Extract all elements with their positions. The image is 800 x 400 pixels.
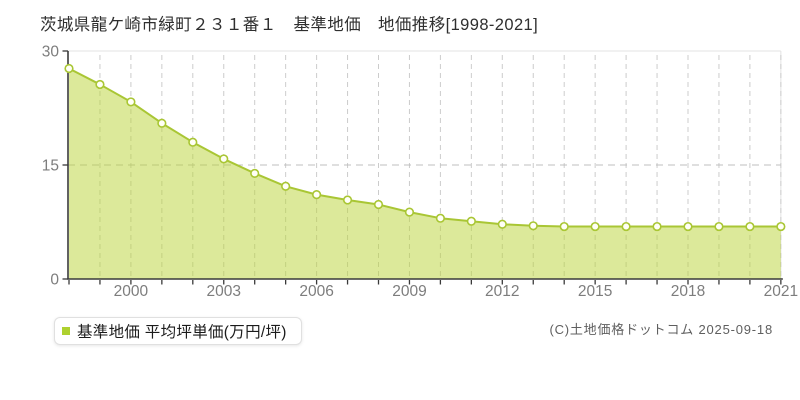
data-point-marker-2000 xyxy=(126,97,136,107)
data-point-marker-1998 xyxy=(64,63,74,74)
data-point-marker-2018 xyxy=(683,221,693,232)
y-axis-label-15: 15 xyxy=(42,158,59,175)
data-point-marker-2019 xyxy=(714,221,724,232)
price-area xyxy=(69,68,781,279)
data-point-marker-2020 xyxy=(745,221,755,232)
x-axis-label-2015: 2015 xyxy=(578,283,612,300)
data-point-marker-2014 xyxy=(559,221,569,232)
x-axis-label-2006: 2006 xyxy=(299,283,333,300)
y-axis-label-30: 30 xyxy=(42,44,60,61)
x-axis-label-2009: 2009 xyxy=(392,283,426,300)
legend-label: 基準地価 平均坪単価(万円/坪) xyxy=(77,324,287,341)
legend-marker-icon xyxy=(62,327,70,335)
data-point-marker-2006 xyxy=(312,190,322,200)
data-point-marker-2016 xyxy=(621,221,631,232)
data-point-marker-2003 xyxy=(219,154,229,164)
data-point-marker-2011 xyxy=(466,216,476,226)
y-axis-label-0: 0 xyxy=(50,272,59,289)
x-axis-label-2000: 2000 xyxy=(114,283,149,300)
x-axis-label-2003: 2003 xyxy=(207,283,241,300)
data-point-marker-2021 xyxy=(776,221,786,232)
data-point-marker-2009 xyxy=(404,207,415,217)
x-axis-label-2018: 2018 xyxy=(671,283,705,300)
data-point-marker-2004 xyxy=(250,168,260,178)
data-point-marker-2007 xyxy=(342,195,353,205)
data-point-marker-2008 xyxy=(373,199,384,210)
legend: 基準地価 平均坪単価(万円/坪) xyxy=(54,317,302,345)
x-axis-label-2021: 2021 xyxy=(764,283,798,300)
data-point-marker-2002 xyxy=(188,137,198,147)
data-point-marker-2013 xyxy=(528,221,538,231)
x-axis-label-2012: 2012 xyxy=(485,283,519,300)
copyright-text: (C)土地価格ドットコム 2025-09-18 xyxy=(549,322,773,337)
data-point-marker-2005 xyxy=(281,181,291,191)
data-point-marker-2017 xyxy=(652,221,662,232)
data-point-marker-1999 xyxy=(95,79,105,90)
data-point-marker-2012 xyxy=(497,219,507,229)
data-point-marker-2015 xyxy=(590,221,600,232)
chart-title: 茨城県龍ケ崎市緑町２３１番１ 基準地価 地価推移[1998-2021] xyxy=(40,16,539,34)
data-point-marker-2010 xyxy=(435,213,446,223)
price-line xyxy=(68,67,781,228)
data-point-marker-2001 xyxy=(157,118,167,128)
